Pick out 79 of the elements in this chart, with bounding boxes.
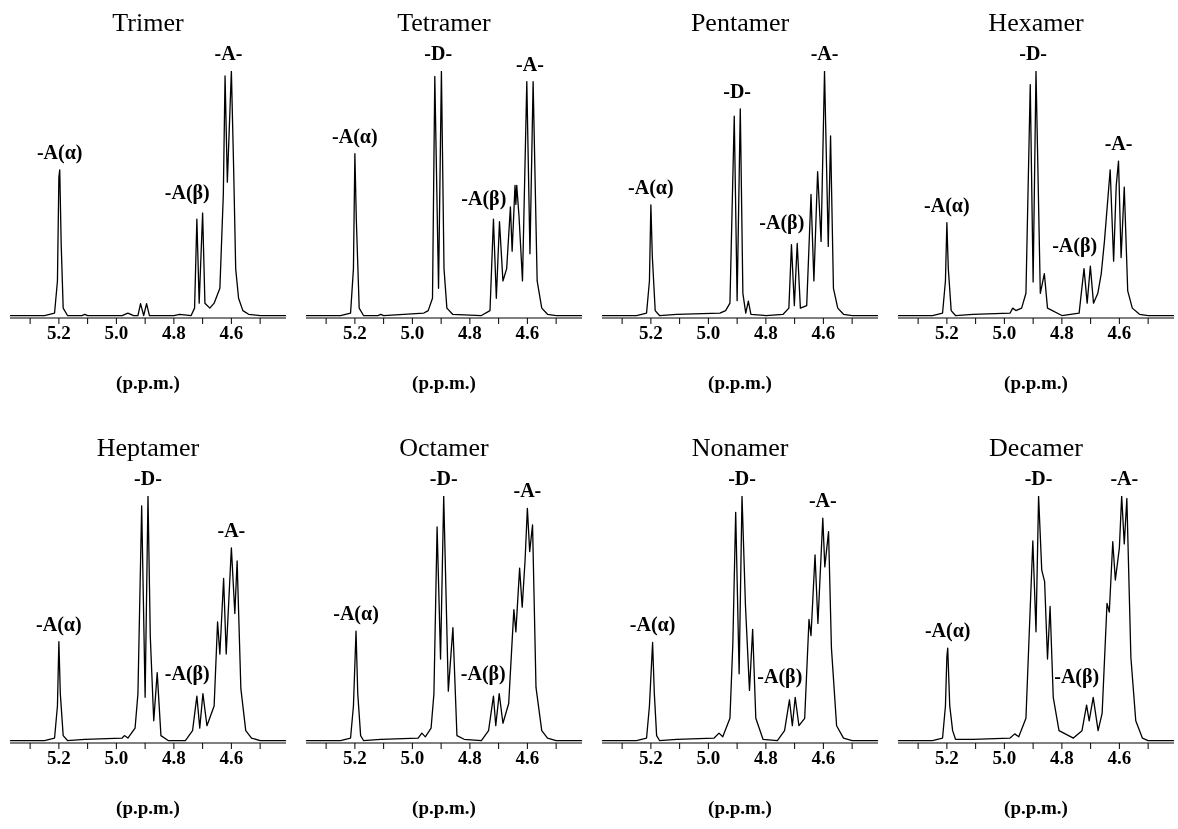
annotation: -A(α) — [332, 124, 378, 148]
x-axis-title: (p.p.m.) — [412, 797, 476, 819]
x-tick-label: 4.6 — [515, 747, 540, 769]
annotation: -A- — [1104, 132, 1133, 155]
annotation: -A(α) — [924, 619, 971, 643]
x-tick-label: 5.2 — [935, 747, 959, 769]
chart-title: Hexamer — [988, 8, 1084, 37]
chart-title: Decamer — [989, 433, 1083, 462]
annotation: -A- — [516, 52, 544, 75]
x-tick-label: 5.0 — [696, 322, 721, 344]
annotation: -D- — [429, 467, 458, 489]
annotation: -D- — [1024, 467, 1053, 489]
chart-title: Trimer — [112, 8, 184, 37]
x-tick-label: 5.2 — [47, 747, 71, 769]
x-tick-label: 5.2 — [639, 322, 663, 344]
annotation: -D- — [1019, 42, 1048, 64]
annotation: -A- — [808, 489, 837, 512]
chart-title: Heptamer — [96, 433, 200, 462]
x-tick-label: 5.2 — [343, 322, 367, 344]
x-tick-label: 4.8 — [458, 747, 482, 769]
annotation: -D- — [424, 42, 453, 64]
x-axis-title: (p.p.m.) — [1004, 372, 1068, 394]
x-axis-title: (p.p.m.) — [116, 372, 180, 394]
x-tick-label: 4.8 — [162, 747, 186, 769]
annotation: -A- — [1110, 467, 1139, 489]
annotation: -A- — [214, 42, 243, 64]
chart-title: Nonamer — [691, 433, 789, 462]
x-tick-label: 5.2 — [639, 747, 663, 769]
annotation: -A(α) — [36, 140, 83, 164]
x-tick-label: 5.0 — [400, 747, 425, 769]
x-tick-label: 4.8 — [1050, 322, 1074, 344]
annotation: -A(β) — [461, 187, 507, 211]
x-tick-label: 4.8 — [754, 747, 778, 769]
x-axis-title: (p.p.m.) — [708, 797, 772, 819]
x-tick-label: 5.0 — [400, 322, 425, 344]
x-tick-label: 5.0 — [992, 747, 1017, 769]
chart-title: Pentamer — [690, 8, 790, 37]
x-tick-label: 5.2 — [343, 747, 367, 769]
annotation: -A(α) — [628, 175, 674, 199]
x-tick-label: 4.6 — [811, 747, 836, 769]
annotation: -A(β) — [1052, 234, 1098, 258]
annotation: -A- — [513, 479, 542, 502]
annotation: -D- — [728, 467, 756, 489]
annotation: -A(β) — [757, 665, 803, 689]
chart-title: Octamer — [399, 433, 489, 462]
x-axis-title: (p.p.m.) — [1004, 797, 1068, 819]
annotation: -A(β) — [164, 661, 210, 685]
x-tick-label: 4.6 — [219, 747, 244, 769]
annotation: -A- — [217, 518, 246, 541]
annotation: -A(β) — [164, 181, 210, 205]
annotation: -A(β) — [759, 211, 805, 235]
x-tick-label: 4.6 — [1107, 322, 1132, 344]
x-tick-label: 4.6 — [515, 322, 540, 344]
annotation: -A(α) — [333, 602, 379, 626]
annotation: -A(α) — [36, 612, 82, 636]
x-tick-label: 5.2 — [935, 322, 959, 344]
x-tick-label: 5.0 — [104, 322, 129, 344]
annotation: -A(α) — [629, 613, 676, 637]
x-tick-label: 5.0 — [104, 747, 129, 769]
annotation: -D- — [723, 79, 752, 102]
x-tick-label: 4.6 — [219, 322, 244, 344]
x-axis-title: (p.p.m.) — [708, 372, 772, 394]
x-tick-label: 5.0 — [696, 747, 721, 769]
x-tick-label: 4.8 — [1050, 747, 1074, 769]
x-tick-label: 4.8 — [458, 322, 482, 344]
annotation: -D- — [134, 467, 162, 489]
x-tick-label: 4.8 — [754, 322, 778, 344]
annotation: -A(β) — [1054, 665, 1100, 689]
x-tick-label: 4.6 — [811, 322, 836, 344]
x-tick-label: 4.8 — [162, 322, 186, 344]
annotation: -A(β) — [460, 661, 506, 685]
x-axis-title: (p.p.m.) — [412, 372, 476, 394]
annotation: -A- — [810, 42, 839, 64]
x-axis-title: (p.p.m.) — [116, 797, 180, 819]
x-tick-label: 4.6 — [1107, 747, 1132, 769]
chart-title: Tetramer — [397, 8, 491, 37]
annotation: -A(α) — [924, 193, 970, 217]
x-tick-label: 5.0 — [992, 322, 1017, 344]
x-tick-label: 5.2 — [47, 322, 71, 344]
